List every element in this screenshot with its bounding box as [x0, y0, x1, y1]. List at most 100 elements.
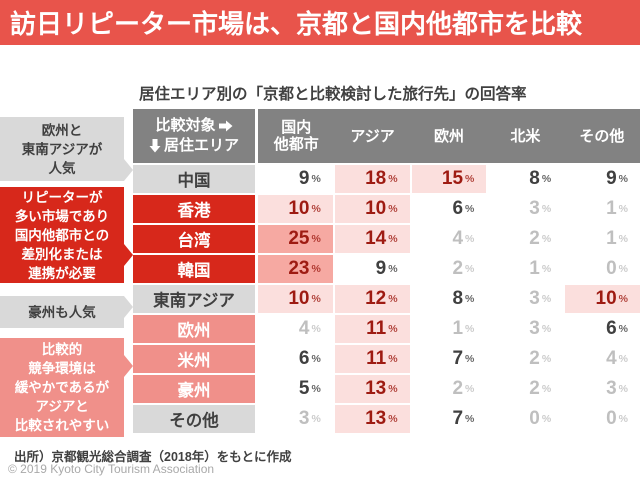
data-cell: 0% [563, 405, 640, 433]
percent-value: 11 [366, 318, 387, 339]
percent-sign: % [311, 173, 321, 185]
percent-sign: % [388, 413, 398, 425]
data-cell: 10% [256, 195, 333, 223]
callout-text: 比較的 競争環境は 緩やかであるが アジアと 比較されやすい [14, 342, 110, 433]
percent-value: 9 [298, 168, 310, 189]
percent-value: 1 [606, 198, 617, 219]
percent-value: 2 [452, 378, 464, 399]
column-headers: 国内 他都市 アジア 欧州 北米 その他 [256, 109, 640, 163]
percent-value: 1 [606, 228, 617, 249]
percent-sign: % [618, 353, 628, 365]
percent-value: 3 [529, 198, 540, 219]
data-cell: 3% [563, 375, 640, 403]
percent-sign: % [311, 413, 321, 425]
percent-sign: % [541, 233, 552, 245]
data-cell: 18% [332, 165, 410, 193]
callout-repeater-market: リピーターが 多い市場であり 国内他都市との 差別化または 連携が必要 [0, 187, 133, 283]
percent-value: 6 [606, 318, 617, 339]
data-cell: 23% [256, 255, 333, 283]
table-body: 中国 9% 18% 15% 8% 9% 香港 10% 10% 6% 3% 1% 台湾 25% 14% 4% 2%… [133, 163, 640, 433]
table-row: 台湾 25% 14% 4% 2% 1% [133, 223, 640, 253]
callout-text: リピーターが 多い市場であり 国内他都市との 差別化または 連携が必要 [14, 189, 110, 281]
data-cell: 3% [486, 195, 564, 223]
percent-value: 10 [288, 288, 310, 309]
percent-value: 8 [529, 168, 540, 189]
data-cell: 12% [332, 285, 410, 313]
data-cell: 10% [563, 285, 640, 313]
percent-sign: % [388, 293, 398, 305]
percent-sign: % [541, 173, 552, 185]
table-row: その他 3% 13% 7% 0% 0% [133, 403, 640, 433]
data-cell: 2% [409, 255, 487, 283]
percent-value: 15 [441, 168, 464, 189]
percent-sign: % [388, 263, 398, 275]
percent-value: 9 [606, 168, 617, 189]
data-cell: 5% [256, 375, 333, 403]
percent-value: 11 [366, 348, 387, 369]
data-cell: 8% [409, 285, 487, 313]
data-cell: 3% [256, 405, 333, 433]
percent-value: 10 [365, 198, 387, 219]
callout-australia-popular: 豪州も人気 [0, 296, 133, 328]
percent-sign: % [311, 263, 321, 275]
data-cell: 2% [486, 345, 564, 373]
data-cell: 7% [409, 405, 487, 433]
row-header: 韓国 [133, 255, 255, 283]
percent-value: 0 [606, 408, 617, 429]
table-row: 韓国 23% 9% 2% 1% 0% [133, 253, 640, 283]
row-header: 台湾 [133, 225, 255, 253]
corner-cell: 比較対象 居住エリア [133, 109, 255, 163]
percent-value: 9 [375, 258, 387, 279]
percent-value: 7 [452, 348, 464, 369]
data-cell: 6% [563, 315, 640, 343]
chart-subtitle: 居住エリア別の「京都と比較検討した旅行先」の回答率 [139, 86, 527, 103]
percent-value: 10 [595, 288, 617, 309]
data-cell: 15% [409, 165, 487, 193]
data-cell: 10% [256, 285, 333, 313]
percent-value: 2 [452, 258, 464, 279]
column-header: 国内 他都市 [273, 119, 319, 153]
percent-value: 7 [452, 408, 464, 429]
percent-sign: % [465, 293, 475, 305]
data-cell: 0% [563, 255, 640, 283]
data-cell: 9% [563, 165, 640, 193]
table-row: 香港 10% 10% 6% 3% 1% [133, 193, 640, 223]
percent-sign: % [465, 173, 475, 185]
data-cell: 6% [256, 345, 333, 373]
percent-sign: % [388, 233, 398, 245]
data-cell: 13% [332, 375, 410, 403]
data-cell: 1% [486, 255, 564, 283]
percent-value: 4 [452, 228, 464, 249]
percent-sign: % [311, 293, 321, 305]
row-header: 香港 [133, 195, 255, 223]
percent-value: 18 [365, 168, 387, 189]
table-row: 米州 6% 11% 7% 2% 4% [133, 343, 640, 373]
percent-value: 12 [365, 288, 387, 309]
percent-sign: % [618, 413, 628, 425]
data-cell: 11% [332, 315, 410, 343]
row-header: 米州 [133, 345, 255, 373]
row-header: 豪州 [133, 375, 255, 403]
percent-value: 2 [529, 228, 540, 249]
percent-sign: % [541, 263, 552, 275]
copyright-note: © 2019 Kyoto City Tourism Association [8, 462, 215, 476]
percent-sign: % [465, 233, 475, 245]
percent-value: 0 [606, 258, 617, 279]
table-row: 中国 9% 18% 15% 8% 9% [133, 163, 640, 193]
data-cell: 8% [486, 165, 564, 193]
percent-sign: % [388, 383, 398, 395]
corner-label-comparison: 比較対象 [155, 117, 216, 134]
percent-value: 6 [298, 348, 310, 369]
data-cell: 3% [486, 285, 564, 313]
data-cell: 11% [332, 345, 410, 373]
data-cell: 25% [256, 225, 333, 253]
percent-sign: % [311, 383, 321, 395]
callout-europe-sea-popular: 欧州と 東南アジアが 人気 [0, 117, 133, 181]
percent-value: 3 [606, 378, 617, 399]
percent-value: 2 [529, 348, 540, 369]
comparison-table: 比較対象 居住エリア 国内 他都市 アジア 欧州 北米 その他 中国 9% 18% 15% 8%… [133, 109, 640, 433]
row-header: 欧州 [133, 315, 255, 343]
percent-value: 0 [529, 408, 540, 429]
percent-sign: % [465, 353, 475, 365]
